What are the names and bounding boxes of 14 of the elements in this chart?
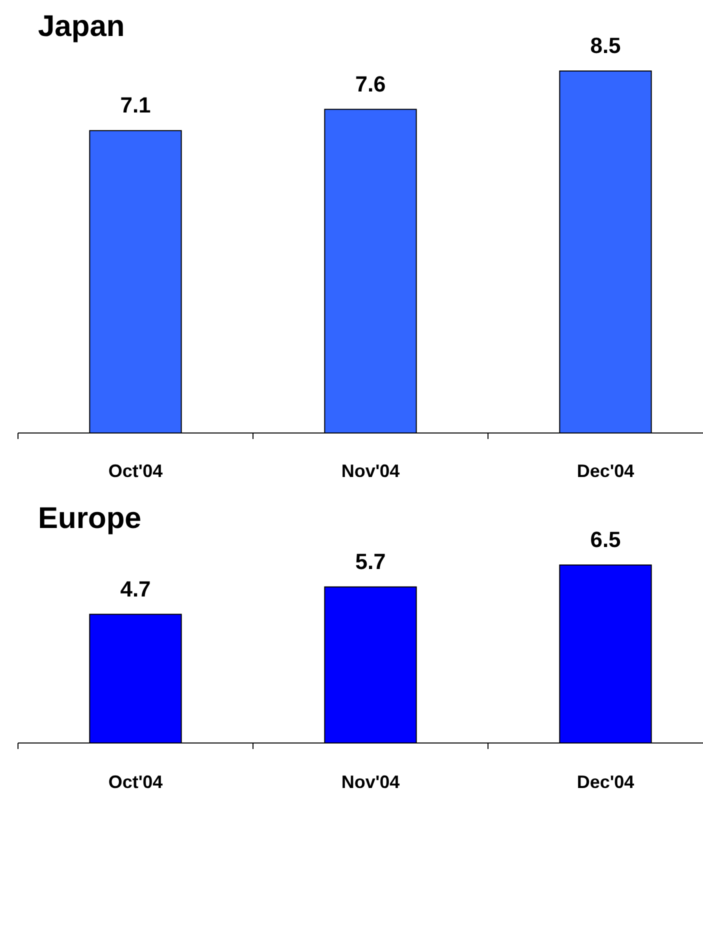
x-tick-label: Dec'04 <box>576 772 634 792</box>
x-tick-label: Dec'04 <box>576 461 634 481</box>
chart-title: Europe <box>38 502 142 535</box>
chart-title: Japan <box>38 10 125 43</box>
x-tick-label: Nov'04 <box>341 461 400 481</box>
data-label: 7.6 <box>355 71 386 96</box>
data-label: 4.7 <box>120 576 151 602</box>
data-label: 8.5 <box>590 33 621 58</box>
x-tick-label: Oct'04 <box>108 772 163 792</box>
data-label: 6.5 <box>590 527 621 552</box>
data-label: 7.1 <box>120 92 151 118</box>
data-label: 5.7 <box>355 548 386 574</box>
x-tick-label: Oct'04 <box>108 461 163 481</box>
x-tick-label: Nov'04 <box>341 772 400 792</box>
